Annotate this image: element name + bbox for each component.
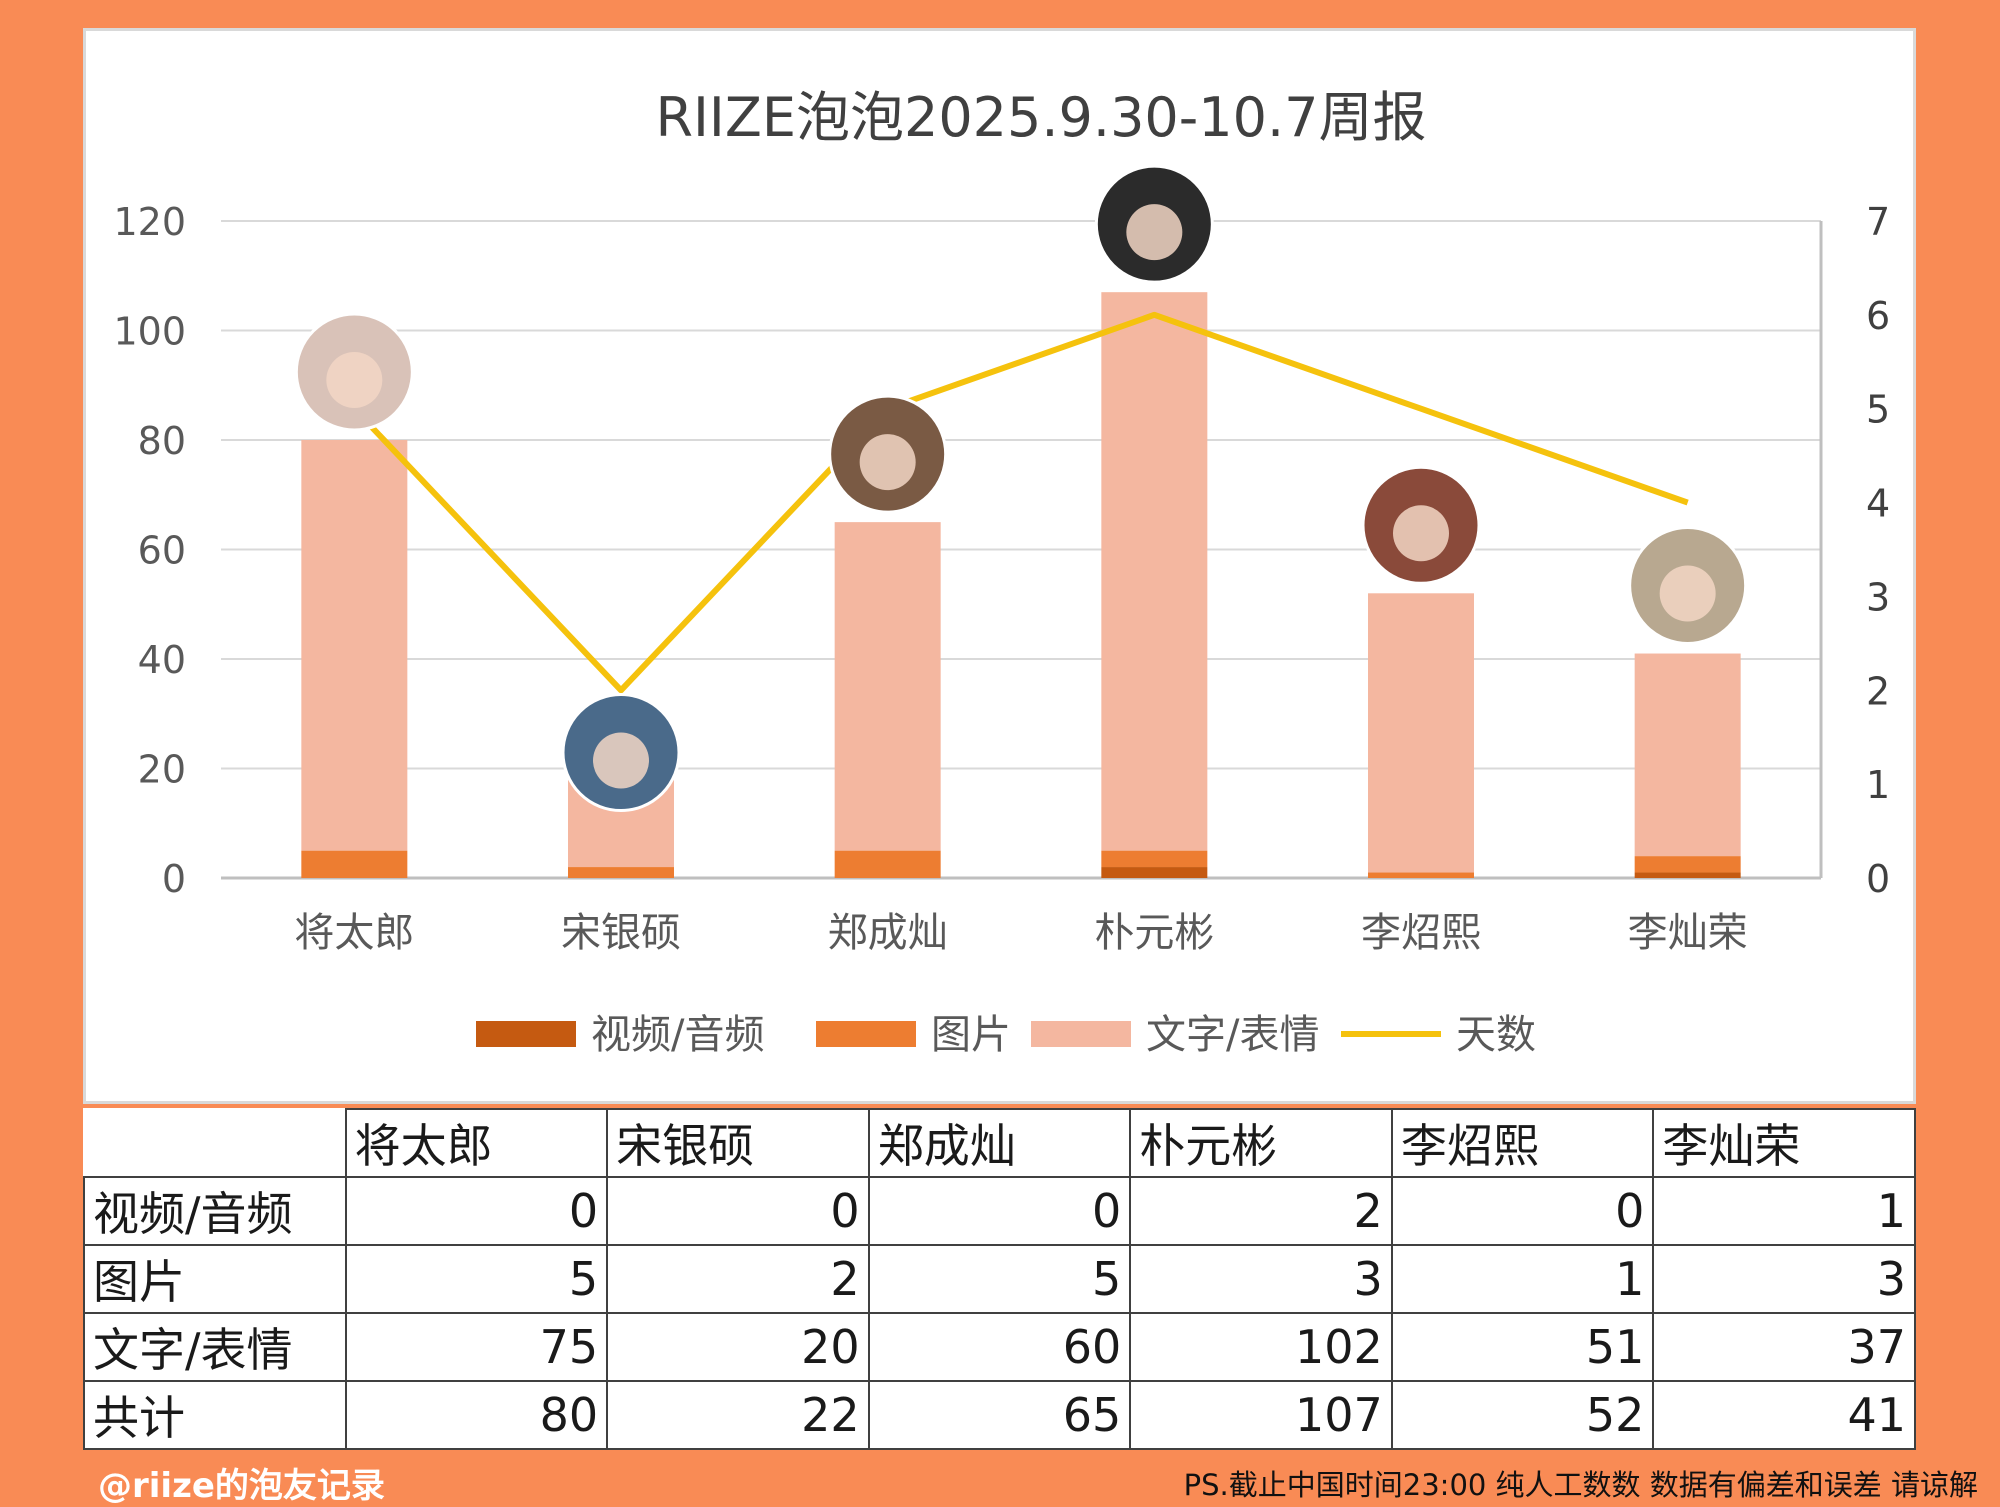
table-cell: 52 — [1390, 1380, 1655, 1450]
table-header-cell: 朴元彬 — [1129, 1108, 1393, 1178]
bar-segment — [1368, 593, 1474, 873]
bar-segment — [1634, 872, 1741, 878]
x-tick-label: 李炤熙 — [1361, 910, 1481, 956]
table-cell: 107 — [1129, 1380, 1393, 1450]
y2-tick-label: 5 — [1866, 388, 1890, 432]
y-tick-label: 120 — [113, 200, 186, 244]
table-cell: 2 — [606, 1244, 870, 1314]
avatar-face — [1393, 505, 1449, 562]
legend-swatch — [816, 1021, 916, 1047]
table-cell: 22 — [606, 1380, 870, 1450]
bar-segment — [1634, 856, 1741, 873]
table-header-cell: 将太郎 — [344, 1108, 609, 1178]
bar-segment — [834, 522, 941, 851]
table-header-cell: 宋银硕 — [606, 1108, 870, 1178]
table-cell: 102 — [1129, 1312, 1393, 1382]
table-cell: 60 — [867, 1312, 1132, 1382]
legend-label: 文字/表情 — [1146, 1012, 1319, 1058]
bar-segment — [834, 850, 941, 878]
avatar-face — [326, 352, 383, 408]
watermark-handle: @riize的泡友记录 — [98, 1466, 385, 1506]
table-cell: 41 — [1652, 1380, 1916, 1450]
y-tick-label: 20 — [138, 748, 186, 792]
x-tick-label: 朴元彬 — [1094, 910, 1214, 956]
row-label: 共计 — [83, 1380, 347, 1450]
avatar-face — [593, 732, 649, 789]
avatar-face — [1126, 204, 1183, 261]
bar-segment — [1368, 872, 1474, 878]
table-cell: 80 — [344, 1380, 609, 1450]
table-cell: 3 — [1652, 1244, 1916, 1314]
bar-segment — [1634, 653, 1741, 857]
avatar-face — [859, 434, 916, 491]
table-row: 共计 80 22 65 107 52 41 — [83, 1380, 1916, 1450]
legend-swatch — [476, 1021, 576, 1047]
days-line — [352, 311, 1689, 694]
table-cell: 75 — [344, 1312, 609, 1382]
bar-segment — [301, 440, 408, 851]
row-label: 视频/音频 — [83, 1176, 347, 1246]
row-label: 图片 — [83, 1244, 347, 1314]
y-tick-label: 60 — [138, 529, 186, 573]
table-header-cell: 李灿荣 — [1652, 1108, 1916, 1178]
bar-segment — [1101, 850, 1208, 868]
avatar-face — [1659, 565, 1716, 622]
table-cell: 51 — [1390, 1312, 1655, 1382]
table-cell: 0 — [344, 1176, 609, 1246]
legend-label: 视频/音频 — [591, 1012, 764, 1058]
y-tick-label: 100 — [113, 310, 186, 354]
data-table: 将太郎 宋银硕 郑成灿 朴元彬 李炤熙 李灿荣 视频/音频 0 0 0 2 0 … — [83, 1108, 1916, 1450]
legend-label: 天数 — [1456, 1012, 1536, 1058]
bar-segment — [1101, 292, 1208, 851]
table-cell: 20 — [606, 1312, 870, 1382]
row-label: 文字/表情 — [83, 1312, 347, 1382]
table-cell: 3 — [1129, 1244, 1393, 1314]
table-cell: 5 — [867, 1244, 1132, 1314]
table-cell: 5 — [344, 1244, 609, 1314]
table-row: 文字/表情 75 20 60 102 51 37 — [83, 1312, 1916, 1382]
x-tick-label: 将太郎 — [294, 910, 414, 956]
table-corner — [84, 1109, 347, 1178]
y-tick-label: 80 — [138, 419, 186, 463]
y2-tick-label: 2 — [1866, 669, 1890, 713]
x-tick-label: 宋银硕 — [561, 910, 681, 956]
table-cell: 0 — [1390, 1176, 1655, 1246]
y2-tick-label: 1 — [1866, 763, 1890, 807]
bar-segment — [1101, 867, 1208, 878]
table-cell: 0 — [606, 1176, 870, 1246]
legend-swatch — [1031, 1021, 1131, 1047]
x-tick-label: 郑成灿 — [828, 910, 948, 956]
bar-segment — [301, 850, 408, 878]
table-header-row: 将太郎 宋银硕 郑成灿 朴元彬 李炤熙 李灿荣 — [84, 1108, 1916, 1178]
table-header-cell: 郑成灿 — [867, 1108, 1132, 1178]
chart-card: RIIZE泡泡2025.9.30-10.7周报 0 20 40 60 80 100 120 0 1… — [83, 28, 1916, 1104]
chart: RIIZE泡泡2025.9.30-10.7周报 0 20 40 60 80 100 120 0 1… — [113, 86, 1890, 1058]
y2-tick-label: 7 — [1866, 200, 1890, 244]
table-row: 图片 5 2 5 3 1 3 — [83, 1244, 1916, 1314]
table-cell: 37 — [1652, 1312, 1916, 1382]
x-tick-label: 李灿荣 — [1628, 910, 1748, 956]
table-cell: 0 — [867, 1176, 1132, 1246]
table-cell: 1 — [1390, 1244, 1655, 1314]
y2-tick-label: 6 — [1866, 294, 1890, 338]
table-cell: 1 — [1652, 1176, 1916, 1246]
chart-title: RIIZE泡泡2025.9.30-10.7周报 — [655, 86, 1426, 149]
table-cell: 2 — [1129, 1176, 1393, 1246]
y2-tick-label: 4 — [1866, 482, 1890, 526]
y2-tick-label: 3 — [1866, 575, 1890, 619]
legend-label: 图片 — [931, 1012, 1011, 1058]
table-cell: 65 — [867, 1380, 1132, 1450]
y-tick-label: 40 — [138, 638, 186, 682]
table-header-cell: 李炤熙 — [1390, 1108, 1655, 1178]
bar-segment — [568, 867, 674, 878]
y2-tick-label: 0 — [1866, 857, 1890, 901]
footnote: PS.截止中国时间23:00 纯人工数数 数据有偏差和误差 请谅解 — [1183, 1468, 1978, 1502]
y-tick-label: 0 — [162, 857, 186, 901]
table-row: 视频/音频 0 0 0 2 0 1 — [83, 1176, 1916, 1246]
